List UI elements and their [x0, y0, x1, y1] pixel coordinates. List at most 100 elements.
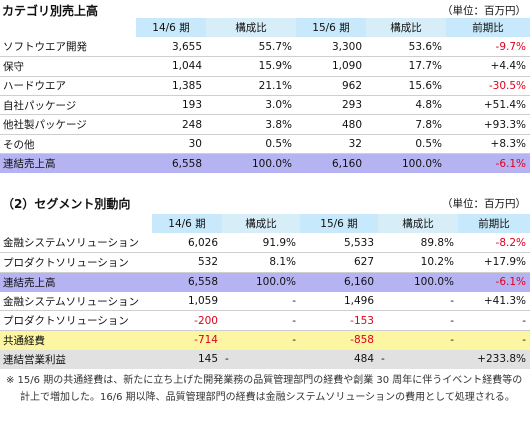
table-row: 金融システムソリューション 6,026 91.9% 5,533 89.8% -8… — [0, 233, 530, 254]
cell-yoy: -30.5% — [446, 76, 530, 97]
total-label: 連結売上高 — [0, 153, 136, 174]
header-fy14: 14/6 期 — [136, 18, 206, 38]
section2-title-row: （2）セグメント別動向 （単位：百万円） — [0, 195, 530, 211]
cell-ratio2: - — [378, 291, 458, 312]
section2-unit: （単位：百万円） — [442, 198, 526, 210]
row-label: ハードウエア — [0, 76, 136, 97]
cell-fy15: 32 — [296, 134, 366, 155]
cell-ratio1: 3.0% — [206, 95, 296, 116]
table-row: 金融システムソリューション 1,059 - 1,496 - +41.3% — [0, 291, 530, 312]
row-label: プロダクトソリューション — [0, 310, 152, 331]
cell-fy14: 3,655 — [136, 37, 206, 58]
cell-ratio1: - — [222, 291, 300, 312]
cell-ratio1: 3.8% — [206, 114, 296, 135]
table-row: 保守 1,044 15.9% 1,090 17.7% +4.4% — [0, 56, 530, 77]
total-ratio1: 100.0% — [206, 153, 296, 174]
row-label: プロダクトソリューション — [0, 252, 152, 273]
cell-yoy: +41.3% — [458, 291, 530, 312]
cell-fy14: 1,385 — [136, 76, 206, 97]
cell-fy14: 145 — [152, 349, 222, 370]
cell-fy15: 293 — [296, 95, 366, 116]
row-label: その他 — [0, 134, 136, 155]
cell-yoy: +4.4% — [446, 56, 530, 77]
header-fy14: 14/6 期 — [152, 214, 222, 234]
cell-ratio2: 89.8% — [378, 233, 458, 254]
cell-ratio2: 17.7% — [366, 56, 446, 77]
header-ratio2: 構成比 — [378, 214, 458, 234]
segment-table: 14/6 期 構成比 15/6 期 構成比 前期比 金融システムソリューション … — [0, 214, 530, 370]
cell-ratio1: 91.9% — [222, 233, 300, 254]
cell-fy15: 484 — [300, 349, 378, 370]
cell-yoy: - — [458, 330, 530, 350]
row-label: ソフトウエア開発 — [0, 37, 136, 58]
table-row: ソフトウエア開発 3,655 55.7% 3,300 53.6% -9.7% — [0, 37, 530, 58]
cell-yoy: +8.3% — [446, 134, 530, 155]
total-ratio2: 100.0% — [366, 153, 446, 174]
cell-fy15: 627 — [300, 252, 378, 273]
total-fy14: 6,558 — [136, 153, 206, 174]
table-row: 自社パッケージ 193 3.0% 293 4.8% +51.4% — [0, 95, 530, 116]
header-fy15: 15/6 期 — [300, 214, 378, 234]
header-ratio1: 構成比 — [222, 214, 300, 234]
total-label: 連結売上高 — [0, 272, 152, 292]
cell-fy15: 480 — [296, 114, 366, 135]
table-row: プロダクトソリューション -200 - -153 - - — [0, 310, 530, 331]
cell-fy15: 962 — [296, 76, 366, 97]
cell-yoy: - — [458, 310, 530, 331]
cell-fy15: 1,496 — [300, 291, 378, 312]
header-yoy: 前期比 — [446, 18, 530, 38]
row-label: 金融システムソリューション — [0, 291, 152, 312]
header-ratio1: 構成比 — [206, 18, 296, 38]
section1-title: カテゴリ別売上高 — [2, 4, 99, 18]
section1-title-row: カテゴリ別売上高 （単位：百万円） — [0, 2, 530, 18]
cell-ratio1: 15.9% — [206, 56, 296, 77]
cell-ratio2: - — [378, 349, 458, 370]
total-fy15: 6,160 — [296, 153, 366, 174]
table-row: 他社製パッケージ 248 3.8% 480 7.8% +93.3% — [0, 114, 530, 135]
cell-ratio2: - — [378, 330, 458, 350]
header-blank — [0, 214, 152, 234]
cell-fy15: -858 — [300, 330, 378, 350]
cell-ratio1: 8.1% — [222, 252, 300, 273]
cell-fy15: 3,300 — [296, 37, 366, 58]
cell-fy15: 5,533 — [300, 233, 378, 254]
operating-profit-row: 連結営業利益 145 - 484 - +233.8% — [0, 349, 530, 370]
cell-fy14: -200 — [152, 310, 222, 331]
cell-ratio1: 55.7% — [206, 37, 296, 58]
total-ratio2: 100.0% — [378, 272, 458, 292]
table-row: ハードウエア 1,385 21.1% 962 15.6% -30.5% — [0, 76, 530, 97]
row-label: 保守 — [0, 56, 136, 77]
cell-ratio1: - — [222, 330, 300, 350]
cell-ratio1: - — [222, 349, 300, 370]
section1-unit: （単位：百万円） — [442, 5, 526, 17]
total-row: 連結売上高 6,558 100.0% 6,160 100.0% -6.1% — [0, 272, 530, 292]
cell-ratio2: 4.8% — [366, 95, 446, 116]
cell-yoy: +233.8% — [458, 349, 530, 370]
total-yoy: -6.1% — [446, 153, 530, 174]
cell-ratio2: 53.6% — [366, 37, 446, 58]
cell-ratio2: - — [378, 310, 458, 331]
table-header-row: 14/6 期 構成比 15/6 期 構成比 前期比 — [0, 214, 530, 234]
row-label: 共通経費 — [0, 330, 152, 350]
cell-fy14: 248 — [136, 114, 206, 135]
row-label: 連結営業利益 — [0, 349, 152, 370]
cell-ratio2: 15.6% — [366, 76, 446, 97]
cell-fy14: 30 — [136, 134, 206, 155]
cell-fy15: -153 — [300, 310, 378, 331]
section2-title: （2）セグメント別動向 — [2, 197, 131, 211]
table-row: その他 30 0.5% 32 0.5% +8.3% — [0, 134, 530, 155]
cell-ratio2: 7.8% — [366, 114, 446, 135]
cell-ratio1: - — [222, 310, 300, 331]
cell-fy14: -714 — [152, 330, 222, 350]
cell-fy14: 532 — [152, 252, 222, 273]
table-row: プロダクトソリューション 532 8.1% 627 10.2% +17.9% — [0, 252, 530, 273]
total-row: 連結売上高 6,558 100.0% 6,160 100.0% -6.1% — [0, 153, 530, 174]
row-label: 他社製パッケージ — [0, 114, 136, 135]
cell-ratio1: 0.5% — [206, 134, 296, 155]
total-fy14: 6,558 — [152, 272, 222, 292]
cell-fy14: 6,026 — [152, 233, 222, 254]
header-blank — [0, 18, 136, 38]
table-header-row: 14/6 期 構成比 15/6 期 構成比 前期比 — [0, 18, 530, 38]
cell-yoy: -9.7% — [446, 37, 530, 58]
cell-fy15: 1,090 — [296, 56, 366, 77]
